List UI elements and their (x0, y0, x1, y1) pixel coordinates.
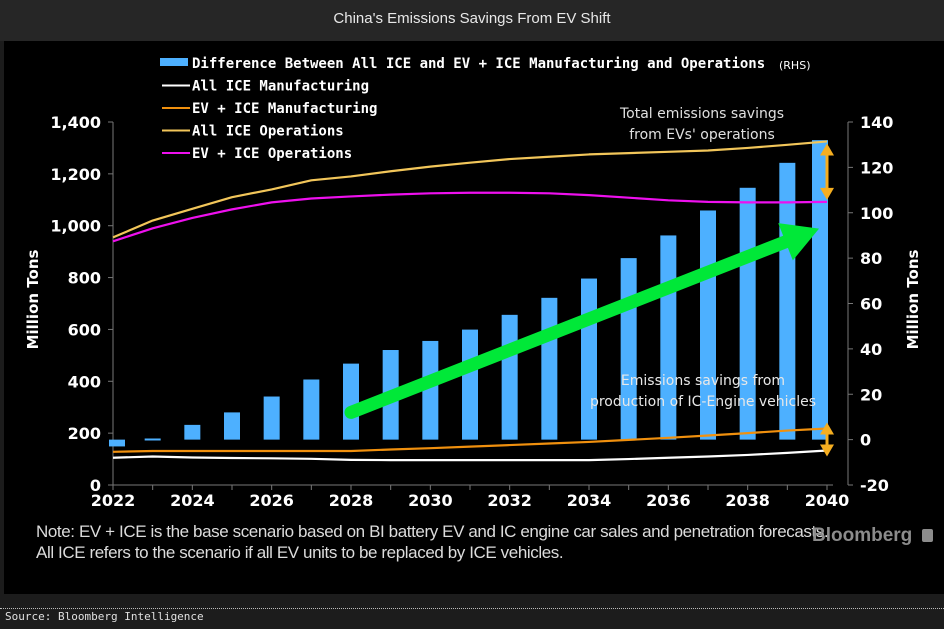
trend-arrow-shaft (344, 235, 793, 419)
x-tick-label: 2038 (725, 491, 770, 510)
legend-label-suffix: (RHS) (779, 59, 810, 72)
bar (501, 314, 518, 440)
left-tick-label: 600 (68, 320, 101, 339)
source-label: Source: Bloomberg Intelligence (5, 610, 204, 623)
chart-title: China's Emissions Savings From EV Shift (0, 0, 944, 41)
right-tick-label: 40 (860, 340, 882, 359)
bloomberg-logo: Bloomberg (812, 525, 913, 546)
right-tick-label: 0 (860, 431, 871, 450)
bar (144, 438, 161, 441)
right-tick-label: 100 (860, 204, 893, 223)
bar (541, 297, 558, 440)
bloomberg-terminal-icon (922, 529, 933, 542)
right-tick-label: 60 (860, 295, 882, 314)
left-tick-label: 0 (90, 476, 101, 495)
series-line-ev-ice-operations (112, 191, 828, 243)
legend-swatch-bar (160, 58, 188, 66)
annotation-production-savings-text: production of IC-Engine vehicles (590, 394, 816, 410)
arrow-head-down (820, 444, 834, 457)
legend-label: EV + ICE Manufacturing (192, 101, 377, 117)
bar (224, 412, 240, 440)
bar (184, 424, 201, 440)
left-tick-label: 800 (68, 269, 101, 288)
bar (343, 363, 359, 440)
x-tick-label: 2024 (170, 491, 215, 510)
bar (462, 329, 478, 440)
chart-note: Note: EV + ICE is the base scenario base… (36, 522, 829, 562)
bar (620, 258, 637, 440)
left-tick-label: 1,400 (50, 113, 101, 132)
annotation-ops-savings-text: from EVs' operations (629, 127, 775, 143)
bar (303, 379, 320, 440)
x-tick-label: 2032 (487, 491, 532, 510)
x-tick-label: 2030 (408, 491, 453, 510)
bar (109, 439, 125, 447)
left-tick-label: 1,000 (50, 217, 101, 236)
series-line-ev-ice-manufacturing (112, 427, 828, 453)
arrow-head-up (820, 143, 834, 156)
right-tick-label: 20 (860, 385, 882, 404)
x-tick-label: 2028 (329, 491, 374, 510)
x-tick-label: 2036 (646, 491, 691, 510)
footer-divider (0, 608, 944, 609)
arrow-head-down (820, 187, 834, 200)
left-tick-label: 1,200 (50, 165, 101, 184)
left-tick-label: 200 (68, 424, 101, 443)
right-tick-label: 140 (860, 113, 893, 132)
bar (263, 396, 280, 440)
bar (812, 140, 828, 440)
right-tick-label: 120 (860, 158, 893, 177)
legend-label: All ICE Operations (192, 124, 344, 140)
right-tick-label: -20 (860, 476, 889, 495)
x-tick-label: 2034 (567, 491, 612, 510)
legend-label: Difference Between All ICE and EV + ICE … (192, 56, 765, 72)
x-tick-label: 2026 (249, 491, 294, 510)
legend-label: EV + ICE Operations (192, 146, 352, 162)
bar (422, 340, 439, 440)
right-axis-title: Million Tons (904, 250, 922, 350)
annotation-production-savings-text: Emissions savings from (621, 373, 785, 389)
left-axis-title: Million Tons (24, 250, 42, 350)
annotation-ops-savings-text: Total emissions savings (619, 106, 784, 122)
x-tick-label: 2040 (805, 491, 850, 510)
arrow-head-up (820, 422, 834, 435)
series-line-all-ice-operations (112, 140, 828, 239)
series-line-all-ice-manufacturing (112, 449, 828, 462)
legend-label: All ICE Manufacturing (192, 79, 369, 95)
left-tick-label: 400 (68, 372, 101, 391)
bar (581, 278, 597, 440)
trend-arrow-head (778, 223, 820, 261)
right-tick-label: 80 (860, 249, 882, 268)
x-tick-label: 2022 (91, 491, 136, 510)
